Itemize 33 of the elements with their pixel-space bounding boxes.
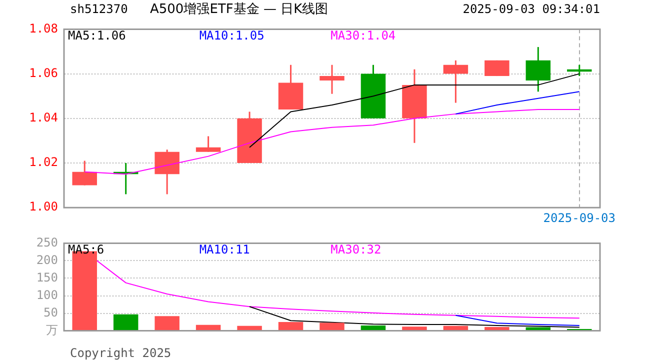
text: 2025-09-03 09:34:01 bbox=[462, 2, 600, 16]
y-tick-label: 50 bbox=[44, 305, 58, 320]
text: MA30:1.04 bbox=[330, 28, 396, 42]
bar bbox=[113, 314, 138, 330]
text: MA10:11 bbox=[199, 242, 250, 256]
text: sh512370 bbox=[70, 2, 128, 16]
y-tick-label: 1.08 bbox=[29, 21, 58, 36]
bar bbox=[443, 326, 468, 330]
bar bbox=[484, 326, 510, 330]
y-tick-label: 万 bbox=[46, 322, 58, 337]
bar bbox=[196, 324, 221, 330]
candlestick bbox=[567, 64, 592, 77]
chart-title: A500增强ETF基金 — 日K线图 bbox=[150, 1, 328, 18]
bar bbox=[360, 326, 386, 330]
candlestick bbox=[320, 64, 344, 95]
y-tick-label: 1.04 bbox=[29, 110, 58, 125]
y-tick-label: 100 bbox=[36, 288, 58, 302]
x-tick-label: 2025-09-03 bbox=[543, 210, 616, 225]
text: MA5:1.06 bbox=[68, 28, 126, 42]
bar bbox=[320, 322, 344, 330]
text: MA10:1.05 bbox=[199, 28, 264, 42]
bar bbox=[154, 316, 180, 330]
text: MA30:32 bbox=[330, 242, 382, 256]
y-tick-label: 250 bbox=[36, 235, 58, 250]
bar bbox=[237, 326, 262, 330]
y-tick-label: 1.06 bbox=[29, 66, 58, 80]
bar bbox=[402, 326, 427, 330]
bar bbox=[278, 322, 304, 330]
y-tick-label: 1.00 bbox=[29, 200, 58, 214]
text: Copyright 2025 bbox=[70, 346, 172, 360]
y-tick-label: 150 bbox=[36, 270, 58, 284]
y-tick-label: 200 bbox=[36, 252, 58, 267]
y-tick-label: 1.02 bbox=[29, 155, 58, 170]
